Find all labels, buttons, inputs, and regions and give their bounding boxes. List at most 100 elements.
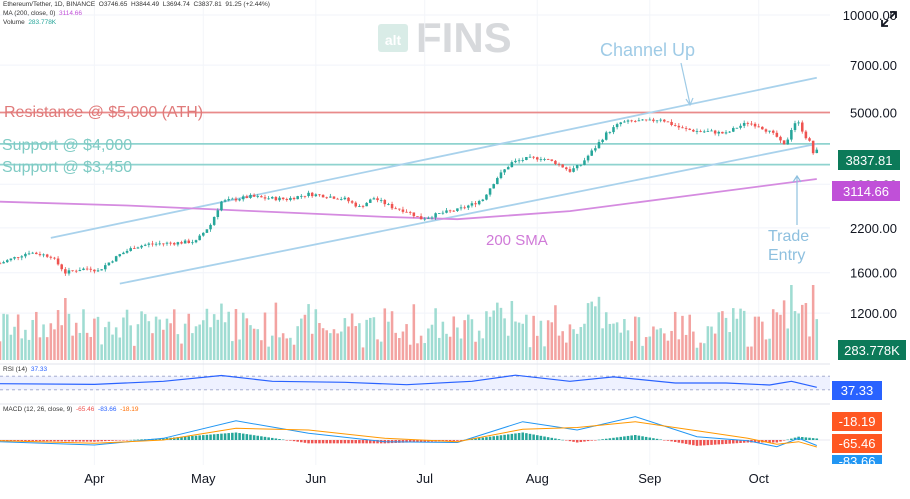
candle-body [510,162,514,168]
annotations: Channel Up Resistance @ $5,000 (ATH) Sup… [2,40,809,264]
candle-body [390,204,394,209]
volume-bar [771,309,775,360]
candle-body [303,195,307,197]
candle-body [615,124,619,128]
candle-body [100,269,103,271]
macd-hist-badge [832,412,882,431]
rsi-legend: RSI (14) 37.33 [3,366,47,373]
volume-bars [0,285,819,360]
macd-hist-bar [183,436,187,440]
volume-bar [423,343,426,360]
candle-body [546,159,550,160]
macd-hist-bar [445,440,448,442]
volume-bar [151,333,154,360]
macd-hist-bar [815,438,819,440]
candle-body [800,122,804,132]
macd-hist-bar [681,440,684,444]
candle-body [488,188,492,195]
candle-body [263,197,267,199]
candle-body [477,200,481,205]
macd-hist-bar [220,433,223,440]
volume-bar [158,319,161,360]
volume-bar [314,309,318,360]
volume-bar [565,342,568,360]
macd-hist-bar [256,435,260,440]
candle-body [677,125,681,128]
macd-hist-bar [811,438,815,440]
macd-hist-bar [782,440,786,441]
macd-hist-bar [546,437,550,440]
macd-hist-bar [125,440,129,441]
macd-hist-bar [303,440,307,443]
macd-hist-bar [474,438,477,440]
candle-body [85,268,89,270]
candle-body [459,207,463,209]
macd-hist-bar [521,432,525,440]
volume-bar [811,285,815,360]
macd-hist-bar [24,440,27,442]
candle-body [16,257,20,258]
volume-bar [216,319,220,360]
candle-body [379,200,383,201]
candle-body [111,261,114,263]
macd-hist-bar [626,435,630,440]
candle-body [394,208,397,210]
candle-body [775,132,779,137]
candle-body [281,197,285,200]
macd-hist-bar [634,435,637,440]
macd-hist-bar [488,436,492,440]
volume-bar [361,347,365,360]
macd-hist-bar [60,440,63,442]
time-axis: Apr May Jun Jul Aug Sep Oct [84,471,769,486]
candle-body [768,130,771,132]
macd-hist-bar [16,440,20,441]
macd-hist-bar [285,440,289,441]
candle-body [688,128,691,130]
volume-bar [60,325,63,360]
candle-body [750,123,753,125]
volume-bar [499,307,503,360]
volume-bar [27,339,31,360]
price-tick-label: 5000.00 [850,105,897,120]
macd-hist-bar [176,437,180,440]
macd-hist-bar [129,439,132,441]
volume-bar [154,316,158,360]
macd-hist-bar [470,438,474,440]
volume-bar [793,311,797,360]
support-4000-label: Support @ $4,000 [2,137,132,154]
volume-bar [463,320,466,360]
legend-low: 3694.74 [166,1,190,8]
volume-bar [604,312,608,360]
volume-bar [220,303,223,360]
candle-body [296,196,299,200]
macd-hist-bar [111,440,114,441]
macd-hist-bar [274,438,278,440]
candle-body [503,169,506,173]
macd-hist-bar [401,440,405,443]
candle-body [56,258,60,265]
candle-body [619,122,623,125]
candle-body [521,160,525,161]
fullscreen-button[interactable] [880,10,898,28]
macd-hist-bar [800,437,804,440]
macd-hist-bar [448,440,452,442]
price-tick-label: 10000.00 [843,8,897,23]
volume-bar [45,337,49,360]
candle-body [568,169,572,172]
volume-bar [761,321,764,360]
volume-badge-text: 283.778K [844,343,900,358]
candle-body [467,205,470,208]
candle-body [572,168,575,172]
candle-body [198,235,201,241]
macd-hist-bar [561,439,564,441]
macd-hist-bar [728,440,731,444]
candle-body [485,194,488,200]
volume-bar [434,308,437,360]
macd-hist-bar [514,433,517,440]
macd-hist-bar [180,436,183,440]
volume-bar [172,309,176,360]
volume-bar [231,341,234,360]
macd-legend-v1: -65.46 [75,406,95,413]
